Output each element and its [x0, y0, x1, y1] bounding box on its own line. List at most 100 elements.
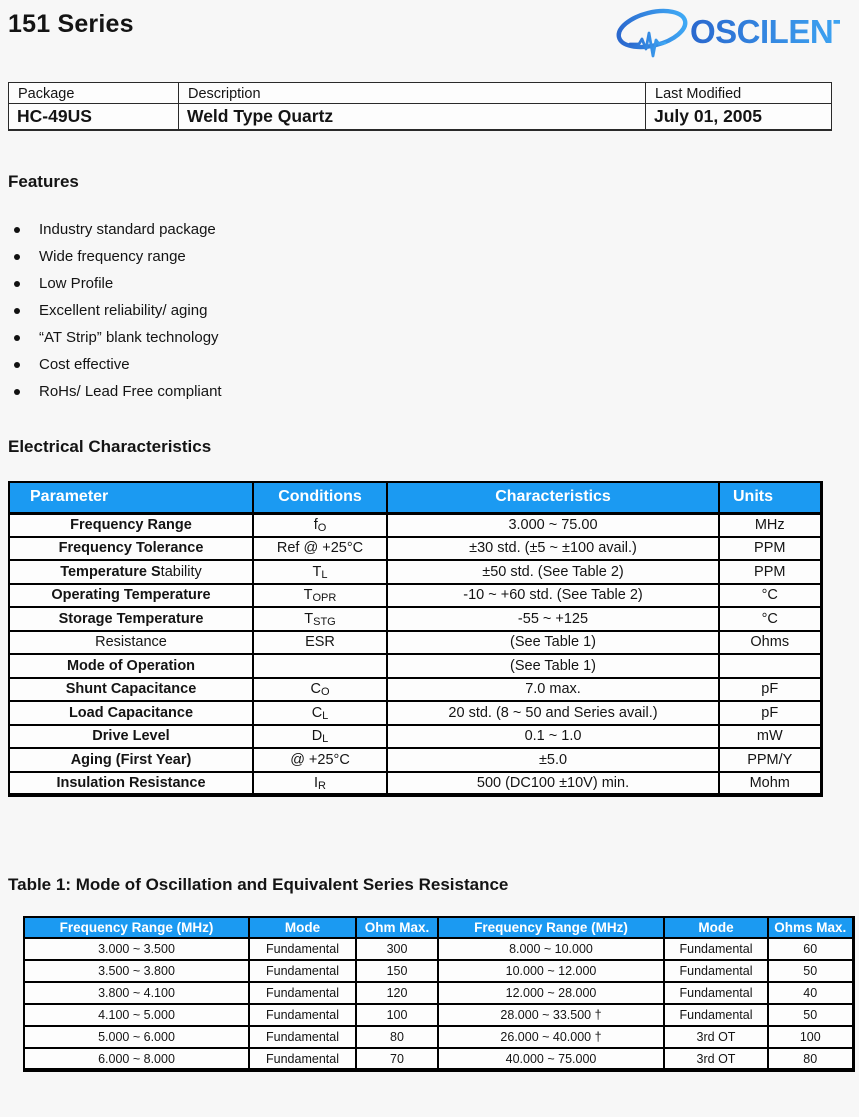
- conditions-cell: [252, 653, 388, 679]
- feature-item: Cost effective: [14, 351, 222, 378]
- conditions-header: Conditions: [252, 481, 388, 515]
- feature-text: Cost effective: [39, 356, 130, 373]
- characteristics-header: Characteristics: [386, 481, 720, 515]
- units-header: Units: [718, 481, 822, 515]
- parameter-cell: Temperature Stability: [8, 559, 254, 585]
- last-modified-header: Last Modified: [645, 82, 832, 104]
- ohm-max-cell: 40: [767, 981, 854, 1005]
- ohm-max-cell: 50: [767, 1003, 854, 1027]
- feature-text: RoHs/ Lead Free compliant: [39, 383, 222, 400]
- table-row: 3.500 ~ 3.800 Fundamental 150 10.000 ~ 1…: [23, 959, 854, 983]
- ohm-max-cell: 100: [355, 1003, 439, 1027]
- table-row: Frequency Range fO 3.000 ~ 75.00 MHz: [8, 512, 822, 538]
- table-row: 6.000 ~ 8.000 Fundamental 70 40.000 ~ 75…: [23, 1047, 854, 1071]
- freq-range-cell: 8.000 ~ 10.000: [437, 937, 665, 961]
- parameter-cell: Insulation Resistance: [8, 770, 254, 796]
- freq-range-cell: 10.000 ~ 12.000: [437, 959, 665, 983]
- ohm-max-cell: 120: [355, 981, 439, 1005]
- bullet-icon: [14, 226, 20, 233]
- table-row: Mode of Operation (See Table 1): [8, 653, 822, 679]
- feature-item: RoHs/ Lead Free compliant: [14, 378, 222, 405]
- freq-range-cell: 3.000 ~ 3.500: [23, 937, 250, 961]
- elec-header-row: Parameter Conditions Characteristics Uni…: [8, 481, 822, 515]
- oscilent-logo: OSCILENT: [612, 6, 854, 58]
- package-info-table: Package Description Last Modified HC-49U…: [8, 82, 832, 131]
- ohm-max-cell: 150: [355, 959, 439, 983]
- ohm-max-cell: 80: [355, 1025, 439, 1049]
- conditions-cell: TL: [252, 559, 388, 585]
- freq-range-header-left: Frequency Range (MHz): [23, 916, 250, 939]
- package-value: HC-49US: [8, 103, 179, 131]
- characteristics-cell: 500 (DC100 ±10V) min.: [386, 770, 720, 796]
- mode-cell: 3rd OT: [663, 1025, 769, 1049]
- freq-range-header-right: Frequency Range (MHz): [437, 916, 665, 939]
- parameter-cell: Shunt Capacitance: [8, 676, 254, 702]
- feature-item: Excellent reliability/ aging: [14, 297, 222, 324]
- characteristics-cell: -55 ~ +125: [386, 606, 720, 632]
- ohm-max-cell: 300: [355, 937, 439, 961]
- ohms-max-header-right: Ohms Max.: [767, 916, 854, 939]
- ohm-max-cell: 80: [767, 1047, 854, 1071]
- units-cell: pF: [718, 700, 822, 726]
- characteristics-cell: ±5.0: [386, 747, 720, 773]
- mode-cell: Fundamental: [248, 937, 357, 961]
- t1-header-row: Frequency Range (MHz) Mode Ohm Max. Freq…: [23, 916, 854, 939]
- table-row: Drive Level DL 0.1 ~ 1.0 mW: [8, 723, 822, 749]
- table-row: 3.800 ~ 4.100 Fundamental 120 12.000 ~ 2…: [23, 981, 854, 1005]
- table-row: Frequency Tolerance Ref @ +25°C ±30 std.…: [8, 535, 822, 561]
- bullet-icon: [14, 361, 20, 368]
- parameter-cell: Aging (First Year): [8, 747, 254, 773]
- units-cell: PPM: [718, 559, 822, 585]
- characteristics-cell: 20 std. (8 ~ 50 and Series avail.): [386, 700, 720, 726]
- table-row: Shunt Capacitance CO 7.0 max. pF: [8, 676, 822, 702]
- feature-item: Low Profile: [14, 270, 222, 297]
- freq-range-cell: 6.000 ~ 8.000: [23, 1047, 250, 1071]
- units-cell: Mohm: [718, 770, 822, 796]
- table-row: Storage Temperature TSTG -55 ~ +125 °C: [8, 606, 822, 632]
- feature-item: Industry standard package: [14, 216, 222, 243]
- feature-item: Wide frequency range: [14, 243, 222, 270]
- feature-text: Wide frequency range: [39, 248, 186, 265]
- freq-range-cell: 4.100 ~ 5.000: [23, 1003, 250, 1027]
- characteristics-cell: -10 ~ +60 std. (See Table 2): [386, 582, 720, 608]
- feature-text: Excellent reliability/ aging: [39, 302, 208, 319]
- units-cell: PPM/Y: [718, 747, 822, 773]
- description-value: Weld Type Quartz: [178, 103, 646, 131]
- mode-header-right: Mode: [663, 916, 769, 939]
- electrical-characteristics-table: Parameter Conditions Characteristics Uni…: [8, 481, 823, 797]
- pulse-waveform-icon: [628, 31, 667, 58]
- units-cell: Ohms: [718, 629, 822, 655]
- table1-heading: Table 1: Mode of Oscillation and Equival…: [8, 875, 509, 894]
- mode-cell: Fundamental: [663, 937, 769, 961]
- ohm-max-cell: 60: [767, 937, 854, 961]
- mode-oscillation-esr-table: Frequency Range (MHz) Mode Ohm Max. Freq…: [23, 916, 855, 1072]
- parameter-cell: Frequency Tolerance: [8, 535, 254, 561]
- characteristics-cell: ±50 std. (See Table 2): [386, 559, 720, 585]
- table-row: Temperature Stability TL ±50 std. (See T…: [8, 559, 822, 585]
- conditions-cell: TOPR: [252, 582, 388, 608]
- units-cell: °C: [718, 582, 822, 608]
- mode-cell: Fundamental: [248, 1047, 357, 1071]
- conditions-cell: fO: [252, 512, 388, 538]
- ohm-max-header-left: Ohm Max.: [355, 916, 439, 939]
- table-row: 4.100 ~ 5.000 Fundamental 100 28.000 ~ 3…: [23, 1003, 854, 1027]
- characteristics-cell: 7.0 max.: [386, 676, 720, 702]
- oscilent-logo-svg: OSCILENT: [616, 8, 854, 58]
- freq-range-cell: 5.000 ~ 6.000: [23, 1025, 250, 1049]
- characteristics-cell: (See Table 1): [386, 653, 720, 679]
- feature-text: Low Profile: [39, 275, 114, 292]
- table-row: Operating Temperature TOPR -10 ~ +60 std…: [8, 582, 822, 608]
- description-header: Description: [178, 82, 646, 104]
- mode-cell: Fundamental: [248, 1003, 357, 1027]
- conditions-cell: CO: [252, 676, 388, 702]
- ohm-max-cell: 70: [355, 1047, 439, 1071]
- conditions-cell: @ +25°C: [252, 747, 388, 773]
- last-modified-value: July 01, 2005: [645, 103, 832, 131]
- freq-range-cell: 40.000 ~ 75.000: [437, 1047, 665, 1071]
- units-cell: [718, 653, 822, 679]
- table-row: 5.000 ~ 6.000 Fundamental 80 26.000 ~ 40…: [23, 1025, 854, 1049]
- mode-cell: Fundamental: [248, 1025, 357, 1049]
- table-row: Resistance ESR (See Table 1) Ohms: [8, 629, 822, 655]
- characteristics-cell: 3.000 ~ 75.00: [386, 512, 720, 538]
- mode-cell: Fundamental: [663, 981, 769, 1005]
